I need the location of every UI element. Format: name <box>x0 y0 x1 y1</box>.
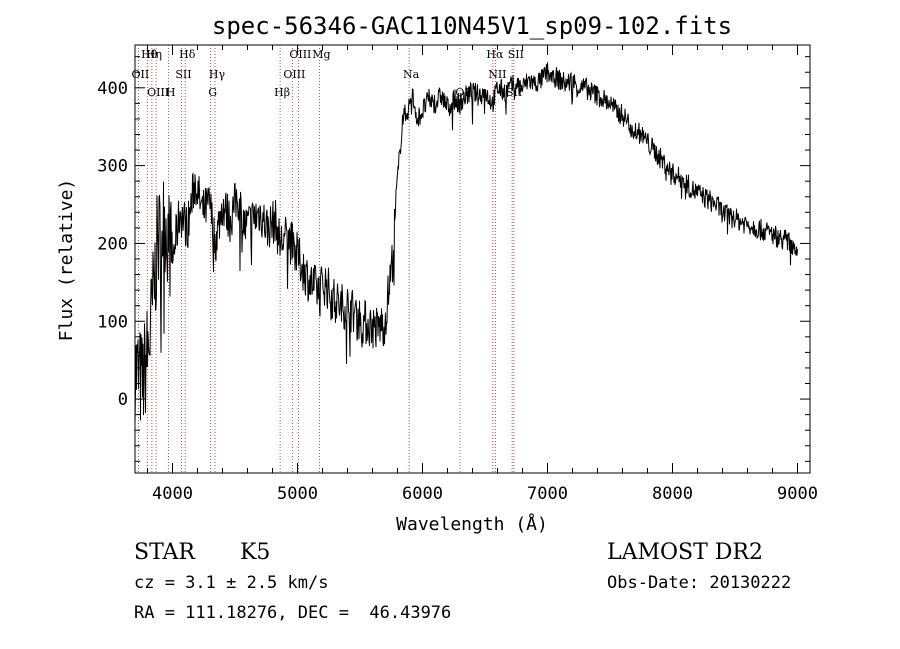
line-label: SII <box>508 48 524 61</box>
spectrum-chart: spec-56346-GAC110N45V1_sp09-102.fits Hθ O… <box>56 12 818 535</box>
x-axis-ticks: 4000 5000 6000 7000 8000 9000 <box>147 45 818 504</box>
line-label: Hδ <box>179 48 196 61</box>
y-tick-label: 400 <box>97 79 128 99</box>
redshift-cz: cz = 3.1 ± 2.5 km/s <box>134 573 329 593</box>
survey-name: LAMOST DR2 <box>607 540 763 565</box>
y-axis-ticks: 0 100 200 300 400 <box>97 56 810 462</box>
y-axis-label: Flux (relative) <box>56 179 77 342</box>
line-label: OIII <box>283 68 305 81</box>
x-tick-label: 4000 <box>152 484 193 504</box>
y-tick-label: 0 <box>118 390 128 410</box>
y-tick-label: 100 <box>97 312 128 332</box>
y-tick-label: 200 <box>97 234 128 254</box>
spectrum-line <box>134 62 798 423</box>
x-axis-label: Wavelength (Å) <box>396 513 548 535</box>
line-label: Hα <box>486 48 504 61</box>
line-label: SII <box>175 68 191 81</box>
y-tick-label: 300 <box>97 157 128 177</box>
line-label: Hβ <box>274 86 290 99</box>
x-tick-label: 6000 <box>402 484 443 504</box>
x-tick-label: 9000 <box>777 484 818 504</box>
object-class: STAR <box>134 540 195 565</box>
line-label: OII <box>132 68 150 81</box>
observation-date: Obs-Date: 20130222 <box>607 573 792 593</box>
line-label: G <box>208 86 217 99</box>
x-tick-label: 5000 <box>277 484 318 504</box>
line-label: OIII <box>289 48 311 61</box>
line-label: Hθ <box>141 48 158 61</box>
line-label: Hγ <box>209 68 226 81</box>
line-label: OIII <box>147 86 169 99</box>
chart-title: spec-56346-GAC110N45V1_sp09-102.fits <box>212 12 732 40</box>
x-tick-label: 7000 <box>527 484 568 504</box>
line-label: Hη <box>146 48 162 61</box>
x-tick-label: 8000 <box>652 484 693 504</box>
line-label: Na <box>403 68 420 81</box>
ra-dec-coordinates: RA = 111.18276, DEC = 46.43976 <box>134 603 452 623</box>
line-label: NII <box>488 68 506 81</box>
object-subclass: K5 <box>240 540 271 565</box>
emission-line-labels: HθOIIOIIIHηSIIHHδHγGOIIIOIIIHβMgNaOIHαNI… <box>132 48 524 99</box>
line-label: H <box>166 86 176 99</box>
line-label: Mg <box>312 48 330 61</box>
